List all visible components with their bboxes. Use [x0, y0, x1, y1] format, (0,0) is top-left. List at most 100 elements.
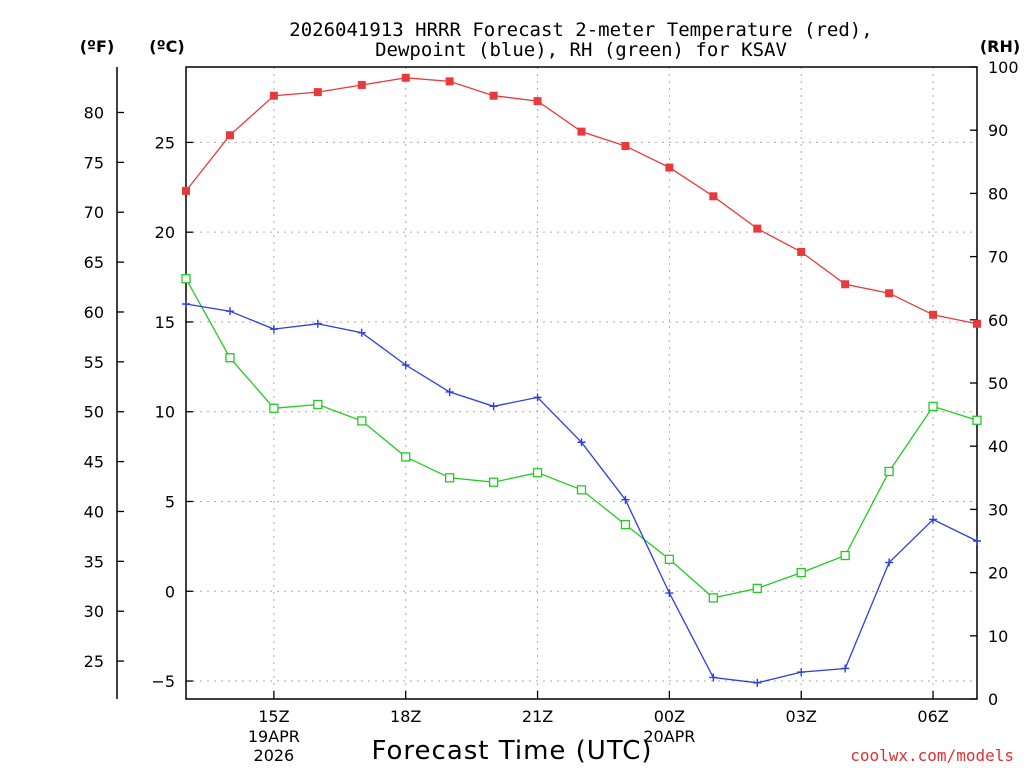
dewpoint-point	[225, 307, 234, 316]
dewpoint-point	[357, 328, 366, 337]
rh-point	[181, 274, 191, 284]
rh-point	[928, 401, 938, 412]
time-tick-label: 06Z	[917, 707, 948, 726]
fahrenheit-tick-label: 45	[84, 453, 104, 472]
rh-tick-label: 40	[988, 437, 1008, 456]
rh-tick-label: 100	[988, 58, 1019, 77]
temperature-point	[357, 80, 366, 89]
dewpoint-point	[665, 589, 674, 598]
rh-point	[752, 583, 762, 594]
dewpoint-point	[753, 678, 762, 687]
temperature-point	[401, 73, 410, 82]
time-tick-label: 03Z	[786, 707, 817, 726]
dewpoint-point	[489, 402, 498, 411]
fahrenheit-tick-label: 25	[84, 652, 104, 671]
dewpoint-point	[533, 393, 542, 402]
celsius-tick-label: 0	[165, 582, 175, 601]
rh-point	[796, 567, 806, 578]
dewpoint-point	[797, 668, 806, 677]
fahrenheit-tick-label: 70	[84, 203, 104, 222]
temperature-point	[973, 319, 981, 328]
rh-point	[884, 466, 894, 477]
fahrenheit-axis: 25 30 35 40 45 50 55 60 65 70 75 80	[84, 103, 124, 671]
rh-point	[225, 353, 235, 363]
time-tick-label: 18Z	[390, 707, 421, 726]
celsius-tick-label: 10	[155, 403, 175, 422]
rh-tick-label: 70	[988, 248, 1008, 267]
rh-point	[532, 468, 543, 478]
dewpoint-point	[621, 495, 630, 504]
rh-axis: 0 10 20 30 40 50 60 70 80 90 100	[970, 58, 1019, 709]
fahrenheit-tick-label: 35	[84, 552, 104, 571]
fahrenheit-tick-label: 40	[84, 502, 104, 521]
rh-point	[313, 399, 323, 410]
rh-tick-label: 20	[988, 564, 1008, 583]
rh-tick-label: 60	[988, 311, 1008, 330]
fahrenheit-tick-label: 55	[84, 353, 104, 372]
temperature-point	[841, 280, 850, 289]
celsius-tick-label: −5	[151, 672, 175, 691]
rh-point	[576, 485, 587, 495]
dewpoint-point	[929, 515, 938, 524]
temperature-point	[577, 127, 586, 136]
dewpoint-point	[841, 664, 850, 673]
chart-title-line2: Dewpoint (blue), RH (green) for KSAV	[375, 39, 787, 61]
temperature-point	[709, 192, 718, 201]
temperature-point	[797, 247, 806, 256]
temperature-point	[225, 131, 234, 140]
rh-point	[620, 519, 631, 530]
temperature-line	[185, 77, 978, 325]
fahrenheit-unit-label: (ºF)	[80, 37, 115, 56]
credit-text: coolwx.com/models	[850, 746, 1014, 765]
dewpoint-point	[269, 325, 278, 334]
rh-unit-label: (RH)	[980, 37, 1020, 56]
time-tick-date-label: 19APR	[248, 727, 300, 746]
rh-point	[972, 415, 982, 425]
dewpoint-point	[445, 387, 454, 396]
temperature-point	[313, 88, 322, 97]
dewpoint-point	[313, 319, 322, 328]
dewpoint-point	[973, 537, 981, 545]
rh-point	[488, 477, 499, 487]
rh-tick-label: 80	[988, 184, 1008, 203]
time-tick-year-label: 2026	[254, 746, 295, 765]
dewpoint-point	[885, 558, 894, 567]
fahrenheit-tick-label: 80	[84, 103, 104, 122]
time-tick-date-label: 20APR	[643, 727, 695, 746]
rh-point	[445, 473, 455, 483]
temperature-point	[665, 163, 674, 172]
temperature-point	[929, 310, 938, 319]
rh-tick-label: 90	[988, 121, 1008, 140]
temperature-point	[753, 224, 762, 233]
rh-tick-label: 0	[988, 690, 998, 709]
fahrenheit-tick-label: 30	[84, 602, 104, 621]
temperature-series	[182, 73, 981, 328]
grid-lines	[186, 67, 977, 699]
time-tick-label: 21Z	[522, 707, 553, 726]
celsius-tick-label: 20	[155, 223, 175, 242]
celsius-axis: −5 0 5 10 15 20 25	[151, 133, 193, 691]
dewpoint-point	[709, 673, 718, 682]
plot-frame	[185, 66, 978, 700]
time-tick-label: 00Z	[654, 707, 685, 726]
fahrenheit-tick-label: 75	[84, 153, 104, 172]
fahrenheit-tick-label: 50	[84, 403, 104, 422]
temperature-point	[621, 142, 630, 150]
celsius-tick-label: 25	[155, 133, 175, 152]
x-axis-label: Forecast Time (UTC)	[371, 736, 652, 766]
temperature-point	[489, 91, 498, 100]
celsius-unit-label: (ºC)	[149, 37, 184, 56]
temperature-point	[885, 289, 894, 298]
celsius-tick-label: 15	[155, 313, 175, 332]
rh-tick-label: 10	[988, 627, 1008, 646]
time-tick-label: 15Z	[258, 707, 289, 726]
rh-point	[708, 593, 718, 603]
rh-series	[181, 274, 982, 603]
dewpoint-point	[577, 438, 586, 447]
rh-point	[269, 403, 279, 413]
fahrenheit-tick-label: 60	[84, 303, 104, 322]
dewpoint-point	[182, 300, 190, 308]
fahrenheit-tick-label: 65	[84, 253, 104, 272]
